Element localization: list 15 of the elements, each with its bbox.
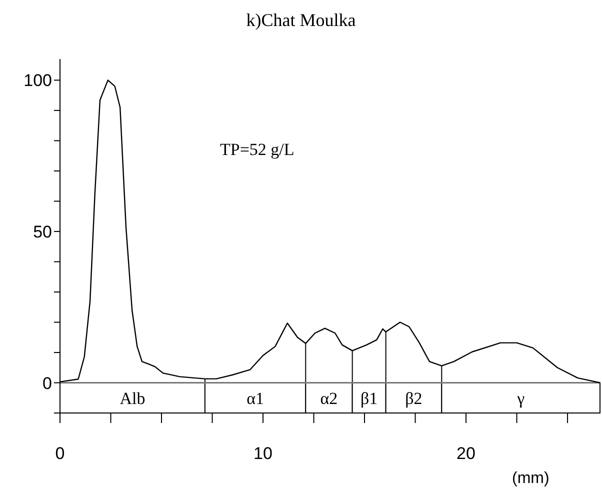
band-label: Alb: [120, 388, 146, 408]
x-tick-label: 20: [456, 444, 476, 464]
band-label: α2: [320, 388, 338, 408]
annotation: TP=52 g/L: [220, 140, 294, 160]
x-tick-label: 0: [55, 444, 65, 464]
x-axis-title: (mm): [512, 470, 550, 488]
band-label: α1: [246, 388, 264, 408]
band-label: γ: [516, 388, 526, 408]
y-tick-label: 100: [24, 71, 52, 90]
band-label: β1: [360, 388, 378, 408]
band-label: β2: [405, 388, 422, 408]
y-tick-label: 50: [33, 222, 52, 242]
x-tick-label: 10: [254, 444, 272, 464]
chart-title: k)Chat Moulka: [245, 10, 357, 31]
y-tick-label: 0: [42, 374, 52, 393]
